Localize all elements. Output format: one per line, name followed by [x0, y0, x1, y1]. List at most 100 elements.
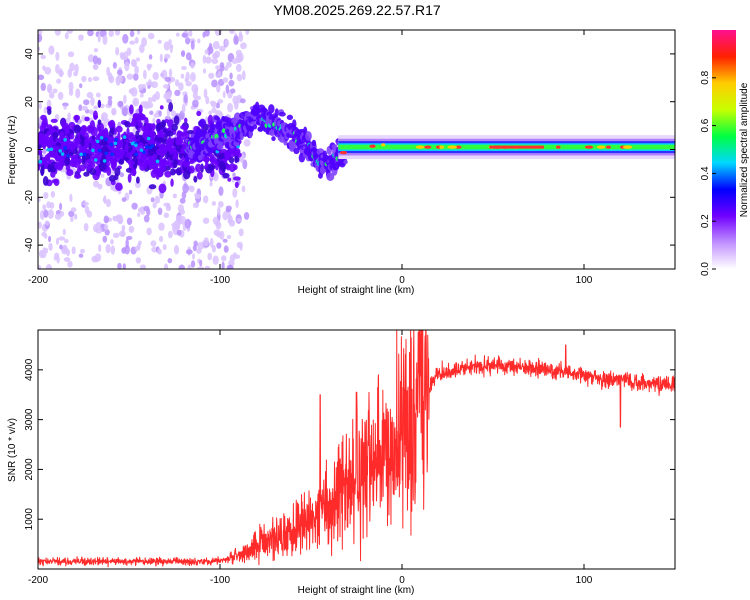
spectrogram-band-blob: [117, 132, 121, 141]
spectrogram-bright-speck: [60, 152, 65, 156]
spectrogram-speckle: [192, 99, 199, 108]
spectrogram-band-blob: [196, 171, 203, 180]
spectrogram-band-blob: [136, 118, 142, 126]
spectrogram-band-blob: [170, 168, 176, 176]
spectrogram-speckle: [185, 80, 192, 87]
spectrogram-band-blob: [153, 162, 159, 172]
spectrogram-speckle: [66, 248, 70, 257]
spectrogram-speckle: [54, 30, 61, 36]
spectrogram-band-blob: [89, 168, 97, 176]
spectrogram-bright-speck: [38, 159, 43, 164]
spectrogram-speckle: [205, 96, 210, 105]
spectrogram-band-blob: [73, 114, 81, 121]
spectrogram-speckle: [67, 260, 73, 268]
spectrogram-speckle: [158, 222, 165, 231]
spectrogram-band-blob: [155, 123, 161, 133]
spectrogram-band-blob: [53, 178, 60, 186]
spectrogram-speckle: [38, 102, 42, 110]
snr-x-label: Height of straight line (km): [298, 585, 415, 596]
spectrogram-speckle: [212, 255, 219, 265]
spectrogram-speckle: [137, 242, 141, 250]
spectrogram-speckle: [108, 30, 114, 38]
spectrogram-speckle: [48, 45, 55, 55]
spectrogram-band-blob: [117, 148, 126, 157]
spectrogram-speckle: [126, 217, 133, 226]
spectrogram-speckle: [212, 41, 220, 50]
spectrogram-band-blob: [135, 130, 140, 140]
spectrogram-speckle: [191, 253, 196, 260]
spectrogram-speckle: [97, 33, 101, 43]
spectrogram-speckle: [150, 240, 157, 247]
spectrogram-ridge-halo: [268, 104, 275, 114]
spectrogram-band-blob: [73, 124, 81, 135]
spectrogram-speckle: [52, 88, 58, 94]
spectrogram-speckle: [197, 242, 204, 250]
snr-x-ticks: -200 -100 0 100: [28, 330, 593, 586]
spectrogram-band-blob: [228, 156, 235, 164]
spectrogram-speckle: [106, 66, 111, 77]
snr-y-ticks: 1000 2000 3000 4000: [24, 358, 675, 530]
spectrogram-band-blob: [234, 181, 239, 189]
snr-y-tick-label: 2000: [24, 458, 35, 481]
spectrogram-speckle: [104, 229, 110, 236]
spectrogram-speckle: [215, 65, 221, 70]
spectrogram-speckle: [62, 228, 66, 236]
spectrogram-bright-speck: [97, 148, 102, 153]
spectrogram-speckle: [59, 210, 65, 217]
colorbar-tick-label: 0.8: [700, 70, 711, 84]
spectrogram-speckle: [216, 242, 222, 249]
spectrogram-speckle: [68, 81, 74, 92]
spectrogram-band-blob: [159, 165, 167, 172]
spectrogram-band-blob: [155, 147, 164, 156]
spectrogram-speckle: [55, 64, 60, 74]
spectrogram-bright-speck: [49, 147, 54, 152]
spectrogram-speckle: [222, 238, 228, 243]
spectrogram-band-blob: [47, 164, 52, 173]
spectrogram-band-blob: [140, 157, 144, 165]
spectrogram-band-blob: [161, 121, 166, 129]
spectrogram-x-label: Height of straight line (km): [298, 285, 415, 296]
spectrogram-speckle: [44, 220, 50, 226]
spectrogram-speckle: [202, 195, 209, 204]
spectrogram-speckle: [227, 102, 233, 113]
spectrogram-speckle: [49, 202, 55, 209]
spectrogram-speckle: [63, 105, 67, 110]
spectrogram-speckle: [217, 99, 224, 104]
spectrogram-bright-speck: [58, 149, 63, 153]
spectrogram-band-blob: [117, 139, 124, 149]
spectrogram-speckle: [194, 87, 198, 95]
spectrogram-speckle: [221, 261, 225, 269]
spectrogram-speckle: [196, 95, 202, 101]
spectrogram-band-blob: [210, 164, 216, 170]
spectrogram-band-blob: [47, 138, 54, 147]
spectrogram-speckle: [122, 263, 126, 269]
spectrogram-speckle: [222, 77, 229, 83]
spectrogram-speckle: [224, 39, 230, 47]
spectrogram-band-blob: [66, 168, 74, 176]
snr-x-tick-label: -100: [210, 575, 230, 586]
spectrogram-speckle: [211, 107, 217, 114]
spectrogram-band-blob: [123, 121, 130, 126]
spectrogram-speckle: [110, 245, 116, 255]
spectrogram-trace-peak: [623, 145, 633, 149]
spectrogram-bright-speck: [93, 158, 98, 162]
spectrogram-speckle: [143, 101, 150, 110]
spectrogram-band-blob: [129, 104, 134, 115]
spectrogram-speckle: [102, 235, 108, 243]
spectrogram-band-blob: [161, 159, 170, 167]
colorbar-tick-label: 0.4: [700, 166, 711, 180]
spectrogram-speckle: [236, 73, 243, 82]
spectrogram-speckle: [74, 63, 79, 74]
spectrogram-speckle: [86, 91, 94, 99]
spectrogram-speckle: [163, 84, 170, 89]
spectrogram-speckle: [131, 60, 137, 68]
spectrogram-speckle: [190, 260, 196, 268]
spectrogram-ridge-halo: [293, 147, 300, 155]
spectrogram-speckle: [203, 88, 208, 99]
spectrogram-band-blob: [80, 144, 87, 152]
spectrogram-y-tick-label: 40: [24, 48, 35, 60]
spectrogram-speckle: [202, 68, 207, 74]
spectrogram-speckle: [171, 222, 179, 228]
spectrogram-speckle: [92, 76, 100, 82]
